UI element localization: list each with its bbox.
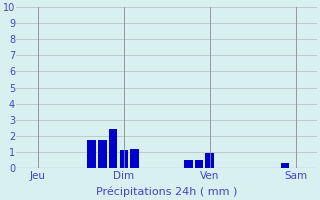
Bar — [205, 153, 214, 168]
Bar — [109, 129, 117, 168]
Bar — [184, 160, 193, 168]
Bar — [87, 140, 96, 168]
Bar — [98, 140, 107, 168]
Bar — [130, 149, 139, 168]
Bar — [195, 160, 203, 168]
Bar — [120, 150, 128, 168]
X-axis label: Précipitations 24h ( mm ): Précipitations 24h ( mm ) — [96, 187, 237, 197]
Bar — [281, 163, 289, 168]
